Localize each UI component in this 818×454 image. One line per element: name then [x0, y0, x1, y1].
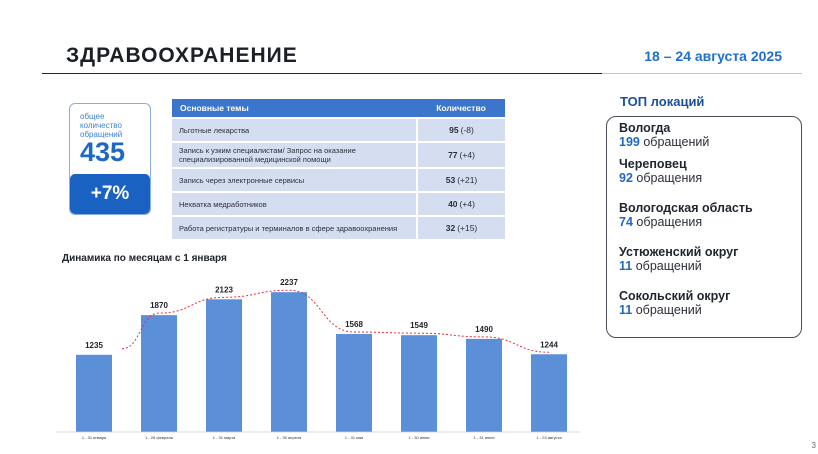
chart-bar	[141, 315, 177, 432]
topics-row: Нехватка медработников 40 (+4)	[172, 191, 505, 216]
location-item: Вологда 199 обращений	[619, 121, 709, 150]
location-count: 11	[619, 259, 633, 273]
topic-count-cell: 95 (-8)	[417, 117, 505, 142]
location-name: Вологда	[619, 121, 671, 135]
location-count-unit: обращений	[635, 259, 702, 273]
x-tick-label: 1 - 30 апреля	[277, 435, 302, 440]
bar-value-label: 1235	[85, 341, 103, 350]
location-count-unit: обращений	[643, 135, 710, 149]
chart-bar	[466, 338, 502, 432]
location-count-line: 199 обращений	[619, 135, 709, 150]
page-number: 3	[811, 441, 816, 450]
location-count: 199	[619, 135, 640, 149]
top-locations-list: Вологда 199 обращений Череповец 92 обращени…	[606, 116, 802, 338]
location-count-line: 74 обращения	[619, 215, 753, 230]
topics-row: Запись к узким специалистам/ Запрос на о…	[172, 141, 505, 168]
topic-change: (-8)	[460, 124, 474, 135]
location-name: Устюженский округ	[619, 245, 739, 259]
topics-table: Основные темы Количество Льготные лекарс…	[172, 99, 505, 239]
topics-row: Работа регистратуры и терминалов в сфере…	[172, 215, 505, 239]
chart-bar	[206, 299, 242, 432]
topic-count-cell: 53 (+21)	[417, 167, 505, 192]
x-tick-label: 1 - 31 марта	[213, 435, 236, 440]
topics-header-count: Количество	[417, 99, 505, 118]
header-divider	[42, 73, 602, 74]
topic-count-cell: 32 (+15)	[417, 215, 505, 239]
location-count-unit: обращений	[635, 303, 702, 317]
topic-count-cell: 77 (+4)	[417, 141, 505, 168]
date-range: 18 – 24 августа 2025	[644, 48, 782, 64]
chart-bar	[336, 334, 372, 432]
x-tick-label: 1 - 31 июля	[474, 435, 495, 440]
chart-title: Динамика по месяцам с 1 января	[62, 253, 227, 264]
location-count: 92	[619, 171, 633, 185]
page-title: ЗДРАВООХРАНЕНИЕ	[66, 44, 298, 67]
chart-bar	[76, 354, 112, 432]
location-name: Череповец	[619, 157, 687, 171]
location-count-line: 11 обращений	[619, 303, 730, 318]
topics-row: Запись через электронные сервисы 53 (+21)	[172, 167, 505, 192]
location-count: 11	[619, 303, 633, 317]
x-tick-label: 1 - 24 августа	[536, 435, 562, 440]
topic-change: (+15)	[457, 222, 478, 233]
topic-name: Работа регистратуры и терминалов в сфере…	[172, 215, 418, 239]
topic-name: Запись к узким специалистам/ Запрос на о…	[172, 141, 418, 168]
chart-bar	[531, 354, 567, 432]
bar-value-label: 1244	[540, 340, 558, 349]
total-delta: +7%	[70, 174, 150, 214]
topic-name: Запись через электронные сервисы	[172, 167, 418, 192]
bar-value-label: 1870	[150, 301, 168, 310]
bar-value-label: 1549	[410, 321, 428, 330]
location-count-unit: обращения	[636, 171, 703, 185]
x-tick-label: 1 - 30 июня	[409, 435, 430, 440]
chart-bar	[401, 335, 437, 432]
topics-header-topic: Основные темы	[172, 99, 417, 118]
location-count: 74	[619, 215, 633, 229]
topic-change: (+4)	[459, 149, 475, 160]
topic-count-cell: 40 (+4)	[417, 191, 505, 216]
location-name: Вологодская область	[619, 201, 753, 215]
topics-row: Льготные лекарства 95 (-8)	[172, 117, 505, 142]
top-locations-title: ТОП локаций	[620, 94, 705, 109]
topic-name: Льготные лекарства	[172, 117, 418, 142]
topic-count: 95	[449, 124, 459, 135]
topic-change: (+21)	[457, 174, 478, 185]
location-count-line: 11 обращений	[619, 259, 738, 274]
header-divider-right	[602, 73, 802, 74]
x-tick-label: 1 - 28 февраля	[145, 435, 173, 440]
location-item: Череповец 92 обращения	[619, 157, 702, 186]
location-name: Сокольский округ	[619, 289, 731, 303]
x-tick-label: 1 - 31 января	[82, 435, 106, 440]
topic-count: 53	[445, 174, 456, 185]
total-value: 435	[80, 137, 126, 167]
location-count-line: 92 обращения	[619, 171, 702, 186]
topic-count: 40	[448, 198, 458, 209]
bar-value-label: 2123	[215, 285, 233, 294]
topic-change: (+4)	[459, 198, 475, 209]
monthly-bar-chart: 1235 1 - 31 января 1870 1 - 28 февраля 2123 1…	[56, 278, 580, 440]
chart-bar	[271, 292, 307, 432]
total-requests-card: общее количество обращений 435 +7%	[69, 103, 151, 215]
bar-value-label: 1490	[475, 325, 493, 334]
x-tick-label: 1 - 31 мая	[345, 435, 363, 440]
location-item: Устюженский округ 11 обращений	[619, 245, 738, 274]
bar-value-label: 2237	[280, 278, 298, 287]
trend-line	[121, 289, 550, 353]
bar-value-label: 1568	[345, 320, 363, 329]
topic-count: 77	[448, 149, 458, 160]
total-label: общее количество обращений	[80, 112, 123, 139]
topic-name: Нехватка медработников	[172, 191, 418, 216]
topics-header-row: Основные темы Количество	[172, 99, 505, 118]
topic-count: 32	[445, 222, 456, 233]
location-item: Сокольский округ 11 обращений	[619, 289, 730, 318]
location-count-unit: обращения	[636, 215, 703, 229]
location-item: Вологодская область 74 обращения	[619, 201, 753, 230]
